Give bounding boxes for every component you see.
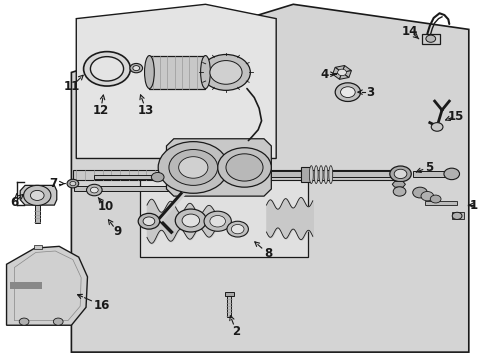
Circle shape	[133, 66, 140, 71]
Text: 9: 9	[113, 225, 122, 238]
Circle shape	[83, 51, 130, 86]
Bar	[300, 167, 310, 182]
Circle shape	[178, 157, 207, 178]
Circle shape	[430, 123, 442, 131]
Circle shape	[392, 187, 405, 196]
Bar	[424, 201, 456, 205]
Bar	[412, 171, 448, 177]
Ellipse shape	[144, 55, 154, 89]
Circle shape	[201, 54, 250, 90]
Circle shape	[30, 190, 44, 201]
Circle shape	[67, 179, 79, 188]
Bar	[224, 292, 233, 296]
Circle shape	[429, 195, 440, 203]
Polygon shape	[332, 72, 341, 79]
Circle shape	[168, 149, 217, 185]
Circle shape	[182, 214, 199, 227]
Circle shape	[412, 187, 427, 198]
Bar	[422, 34, 439, 44]
Polygon shape	[334, 66, 344, 72]
Bar	[35, 205, 40, 223]
Polygon shape	[71, 4, 468, 352]
Text: 2: 2	[232, 325, 240, 338]
Bar	[451, 212, 464, 220]
Circle shape	[90, 187, 98, 193]
Text: 1: 1	[468, 199, 477, 212]
Circle shape	[389, 166, 410, 182]
Polygon shape	[341, 66, 351, 72]
Bar	[149, 55, 205, 89]
Ellipse shape	[200, 55, 210, 89]
Circle shape	[209, 216, 225, 227]
Bar	[73, 170, 394, 180]
Circle shape	[23, 185, 51, 206]
Circle shape	[337, 69, 346, 76]
Bar	[140, 175, 307, 257]
Circle shape	[70, 181, 76, 186]
Ellipse shape	[319, 166, 323, 184]
Polygon shape	[391, 181, 405, 187]
Circle shape	[130, 63, 142, 73]
Circle shape	[53, 318, 63, 325]
Polygon shape	[339, 72, 348, 79]
Circle shape	[143, 217, 155, 226]
Bar	[226, 296, 231, 317]
Circle shape	[138, 213, 159, 229]
Circle shape	[90, 57, 123, 81]
Text: 10: 10	[97, 201, 113, 213]
Circle shape	[151, 172, 163, 182]
Bar	[271, 171, 300, 177]
Circle shape	[231, 225, 244, 234]
Circle shape	[225, 154, 263, 181]
Polygon shape	[341, 71, 351, 77]
Circle shape	[393, 169, 406, 179]
Circle shape	[203, 211, 231, 231]
Ellipse shape	[324, 166, 327, 184]
Polygon shape	[332, 67, 341, 74]
Ellipse shape	[309, 166, 313, 184]
Circle shape	[420, 192, 433, 201]
Text: 7: 7	[49, 177, 57, 190]
Text: 12: 12	[92, 104, 108, 117]
Circle shape	[217, 148, 271, 187]
Text: 6: 6	[10, 196, 19, 209]
Circle shape	[175, 209, 206, 232]
Polygon shape	[6, 246, 87, 325]
Polygon shape	[76, 4, 276, 158]
Bar	[94, 175, 155, 179]
Text: 16: 16	[94, 299, 110, 312]
Circle shape	[209, 60, 242, 84]
Circle shape	[19, 318, 29, 325]
Ellipse shape	[314, 166, 318, 184]
Circle shape	[86, 184, 102, 196]
Text: 8: 8	[263, 247, 271, 260]
Text: 3: 3	[366, 86, 374, 99]
Polygon shape	[20, 185, 57, 205]
Text: 15: 15	[447, 110, 463, 123]
Circle shape	[443, 168, 459, 180]
Circle shape	[158, 141, 228, 193]
Bar	[74, 186, 195, 192]
Bar	[331, 171, 390, 177]
Polygon shape	[34, 244, 42, 249]
Text: 5: 5	[424, 161, 432, 174]
Ellipse shape	[328, 166, 332, 184]
Circle shape	[340, 87, 354, 98]
Text: 13: 13	[138, 104, 154, 117]
Circle shape	[425, 35, 435, 42]
Text: 4: 4	[320, 68, 328, 81]
Text: 14: 14	[401, 25, 418, 38]
Circle shape	[334, 83, 360, 102]
Text: 11: 11	[63, 80, 80, 93]
Polygon shape	[10, 282, 42, 289]
Circle shape	[226, 221, 248, 237]
Polygon shape	[166, 139, 271, 196]
Circle shape	[451, 212, 461, 220]
